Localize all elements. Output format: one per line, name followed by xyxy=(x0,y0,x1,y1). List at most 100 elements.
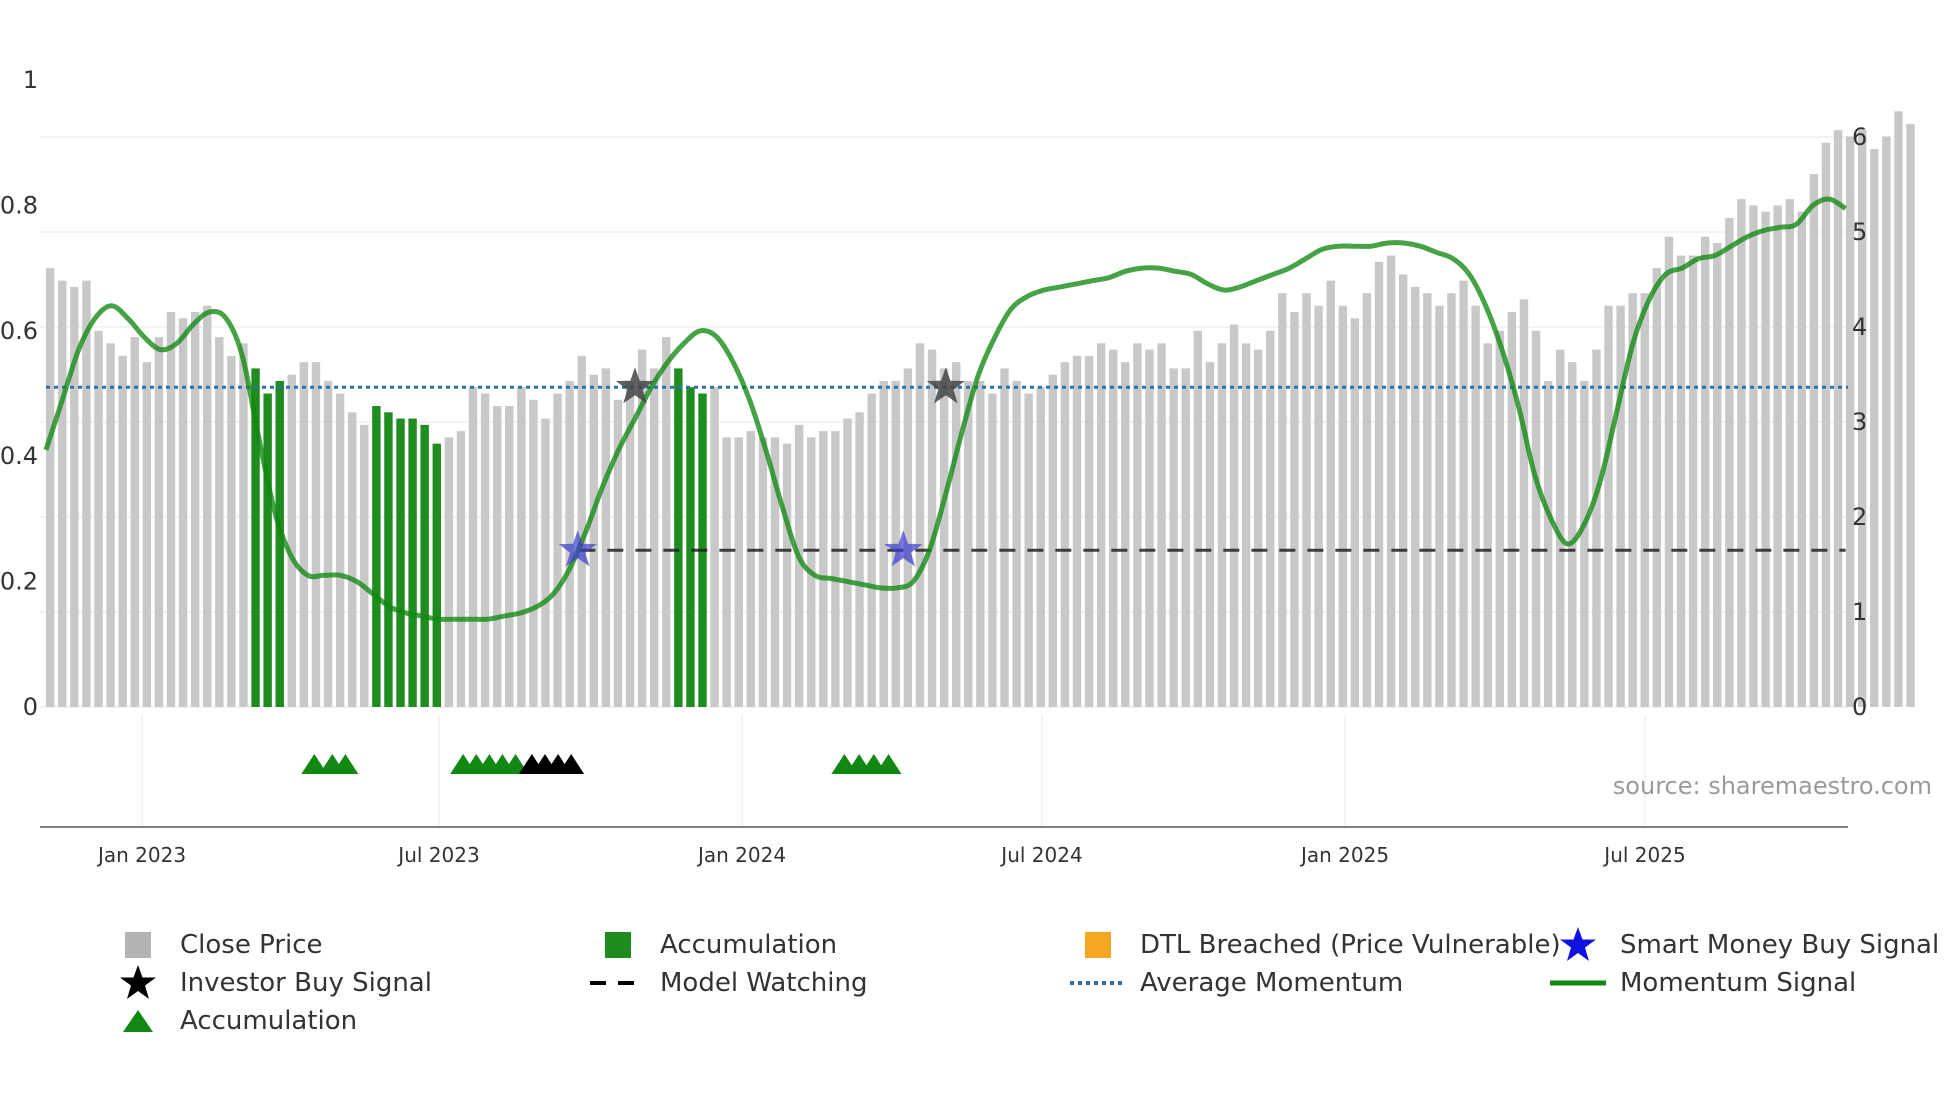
close-price-bar xyxy=(1423,293,1432,707)
close-price-bar xyxy=(770,437,780,707)
legend-label: Model Watching xyxy=(660,968,868,998)
close-price-bar xyxy=(734,437,743,707)
legend-label: DTL Breached (Price Vulnerable) xyxy=(1140,930,1561,960)
close-price-bar xyxy=(1241,343,1251,707)
close-price-bar xyxy=(1821,142,1831,707)
close-price-bar xyxy=(1350,318,1360,707)
right-tick-label: 2 xyxy=(1852,503,1867,531)
close-price-bar xyxy=(541,418,550,707)
right-axis-ticks: 0 1 2 3 4 5 6 xyxy=(1852,123,1867,721)
left-axis-ticks: 0 0.2 0.4 0.6 0.8 1 xyxy=(0,66,38,721)
close-price-bar xyxy=(517,387,526,707)
accumulation-bar xyxy=(372,406,381,707)
legend-label: Accumulation xyxy=(180,1006,358,1036)
close-price-bar xyxy=(927,349,937,707)
close-price-bar xyxy=(1193,330,1202,707)
close-price-bar xyxy=(239,343,248,707)
left-tick-label: 0.8 xyxy=(0,191,38,219)
legend-item-smart-money: Smart Money Buy Signal xyxy=(1548,927,1939,962)
close-price-bar xyxy=(492,406,502,707)
close-price-bar xyxy=(166,311,176,707)
close-price-bar xyxy=(1858,130,1867,707)
x-tick-label: Jul 2024 xyxy=(999,843,1082,867)
close-price-bar xyxy=(1713,243,1722,707)
close-price-bar xyxy=(1664,236,1674,707)
accumulation-bar xyxy=(674,368,683,707)
close-price-bar xyxy=(1688,255,1698,707)
accumulation-markers xyxy=(301,754,902,774)
legend-label: Close Price xyxy=(180,930,323,960)
close-price-bar xyxy=(215,337,224,707)
green-triangle-icon xyxy=(108,1004,168,1038)
close-price-bar xyxy=(1471,305,1480,707)
x-axis-ticks: Jan 2023 Jul 2023 Jan 2024 Jul 2024 Jan 2025… xyxy=(96,843,1686,867)
dash-line-icon xyxy=(588,966,648,1000)
accumulation-triangle xyxy=(875,754,902,774)
close-price-bar xyxy=(577,355,586,707)
accumulation-triangle xyxy=(558,754,585,774)
close-price-bar xyxy=(456,431,466,707)
close-price-bar xyxy=(1628,293,1637,707)
close-price-bar xyxy=(142,362,152,707)
close-price-bar xyxy=(625,380,635,707)
close-price-bar xyxy=(1495,330,1504,707)
close-price-bar xyxy=(82,280,91,707)
close-price-bar xyxy=(710,387,719,707)
close-price-bar xyxy=(1773,205,1782,707)
close-price-bar xyxy=(94,330,103,707)
left-tick-label: 0.6 xyxy=(0,317,38,345)
close-price-bar xyxy=(1737,199,1746,707)
close-price-bar xyxy=(1326,280,1335,707)
accumulation-bar xyxy=(408,418,417,707)
accumulation-triangle xyxy=(301,754,328,774)
close-price-bar xyxy=(976,380,985,707)
close-price-bar xyxy=(1882,136,1891,707)
close-price-bar xyxy=(1652,268,1662,707)
close-price-bar xyxy=(1145,349,1154,707)
accumulation-bar xyxy=(251,368,260,707)
close-price-bar xyxy=(843,418,852,707)
legend-item-model-watching: Model Watching xyxy=(588,966,867,1000)
close-price-bar xyxy=(1157,343,1166,707)
close-price-bar xyxy=(1435,305,1444,707)
accumulation-bar xyxy=(396,418,405,707)
close-price-bar xyxy=(1483,343,1492,707)
close-price-bar xyxy=(1169,368,1178,707)
close-price-bar xyxy=(915,343,925,707)
close-price-bar xyxy=(106,343,115,707)
smart-money-buy-star xyxy=(558,530,597,567)
close-price-bar xyxy=(879,380,888,707)
accumulation-bar xyxy=(275,380,284,707)
close-price-bar xyxy=(988,393,997,707)
close-price-bar xyxy=(227,355,236,707)
close-price-bar xyxy=(794,424,804,707)
close-price-bar xyxy=(1906,123,1915,707)
close-price-bar xyxy=(1592,349,1601,707)
close-price-bar xyxy=(1121,362,1130,707)
close-price-bar xyxy=(1447,293,1456,707)
close-price-bar xyxy=(1338,305,1347,707)
smart-money-buy-star xyxy=(884,530,923,567)
close-price-bar xyxy=(1640,293,1649,707)
close-price-bar xyxy=(1109,349,1118,707)
close-price-bar xyxy=(722,437,731,707)
accumulation-bar xyxy=(686,387,695,707)
close-price-bar xyxy=(1725,217,1734,707)
right-tick-label: 6 xyxy=(1852,123,1867,151)
green-line-icon xyxy=(1548,966,1608,1000)
right-tick-label: 3 xyxy=(1852,408,1867,436)
close-price-bar xyxy=(154,337,164,707)
legend-item-momentum-signal: Momentum Signal xyxy=(1548,966,1856,1000)
close-price-bar xyxy=(480,393,490,707)
close-price-bar xyxy=(746,431,756,707)
orange-square-icon xyxy=(1068,928,1128,962)
close-price-bar xyxy=(1229,324,1239,707)
legend-label: Accumulation xyxy=(660,930,838,960)
close-price-bar xyxy=(46,268,55,707)
close-price-bar xyxy=(1048,374,1058,707)
close-price-bar xyxy=(1302,293,1311,707)
close-price-bar xyxy=(1761,211,1770,708)
close-price-bar xyxy=(1000,368,1009,707)
right-tick-label: 4 xyxy=(1852,313,1867,341)
accumulation-bar xyxy=(432,443,441,707)
